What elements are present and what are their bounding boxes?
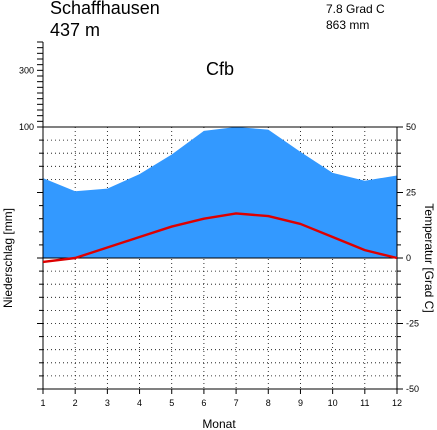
x-tick-label: 7 bbox=[234, 398, 239, 408]
y-axis-label-left: Niederschlag [mm] bbox=[1, 208, 15, 308]
x-tick-label: 11 bbox=[360, 398, 369, 408]
x-tick-label: 3 bbox=[105, 398, 110, 408]
x-tick-label: 9 bbox=[298, 398, 303, 408]
left-tick-label: 300 bbox=[19, 65, 34, 75]
axis-ticks bbox=[37, 126, 403, 394]
annual-precipitation: 863 mm bbox=[326, 18, 370, 32]
station-name: Schaffhausen bbox=[50, 0, 160, 18]
x-tick-label: 4 bbox=[137, 398, 142, 408]
precipitation-area bbox=[43, 127, 397, 258]
x-tick-label: 8 bbox=[266, 398, 271, 408]
x-tick-label: 5 bbox=[169, 398, 174, 408]
station-elevation: 437 m bbox=[50, 20, 101, 40]
x-axis-label: Monat bbox=[202, 417, 236, 430]
x-tick-label: 1 bbox=[40, 398, 45, 408]
x-tick-label: 2 bbox=[73, 398, 78, 408]
x-tick-label: 6 bbox=[201, 398, 206, 408]
climate-class: Cfb bbox=[206, 59, 235, 79]
right-tick-label: 25 bbox=[406, 188, 416, 198]
right-tick-label: -50 bbox=[406, 384, 419, 394]
x-tick-label: 12 bbox=[392, 398, 402, 408]
right-tick-label: 50 bbox=[406, 122, 416, 132]
right-tick-label: 0 bbox=[406, 253, 411, 263]
left-tick-label: 100 bbox=[19, 122, 34, 132]
y-axis-label-right: Temperatur [Grad C] bbox=[422, 203, 436, 312]
temperature-line bbox=[42, 212, 398, 264]
upper-precipitation-ticks bbox=[37, 41, 44, 127]
right-tick-label: -25 bbox=[406, 319, 419, 329]
x-tick-label: 10 bbox=[328, 398, 338, 408]
mean-temperature: 7.8 Grad C bbox=[326, 2, 385, 16]
